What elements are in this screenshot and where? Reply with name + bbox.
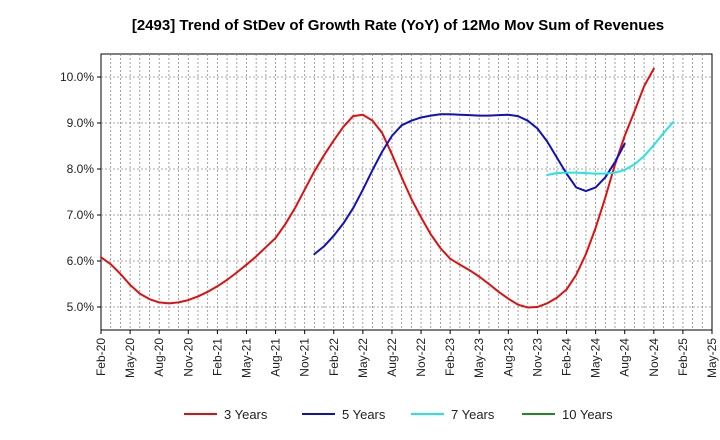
series-line-7-years	[546, 121, 675, 176]
x-tick-label: Aug-20	[152, 338, 166, 377]
x-axis: Feb-20 May-20 Aug-20 Nov-20 Feb-21 May-21 Aug-…	[94, 330, 719, 378]
x-tick-label: May-25	[705, 338, 719, 378]
x-tick-label: Feb-23	[443, 338, 457, 376]
x-tick-label: Nov-24	[647, 338, 661, 377]
x-tick-label: Feb-21	[210, 338, 224, 376]
legend-label: 10 Years	[562, 407, 613, 422]
x-tick-label: May-21	[239, 338, 253, 378]
plot-area	[100, 53, 713, 331]
x-tick-label: May-20	[123, 338, 137, 378]
x-tick-label: May-23	[472, 338, 486, 378]
legend-label: 7 Years	[451, 407, 495, 422]
x-tick-label: Aug-24	[618, 338, 632, 377]
legend-label: 5 Years	[342, 407, 386, 422]
x-tick-label: Feb-25	[676, 338, 690, 376]
plot-frame	[100, 53, 713, 331]
x-tick-label: Nov-20	[181, 338, 195, 377]
y-tick-label: 8.0%	[67, 162, 95, 176]
x-tick-label: May-22	[356, 338, 370, 378]
x-tick-label: Feb-22	[327, 338, 341, 376]
series-layer	[100, 67, 675, 309]
x-tick-label: Feb-20	[94, 338, 108, 376]
y-tick-label: 9.0%	[67, 116, 95, 130]
x-tick-label: Nov-21	[298, 338, 312, 377]
x-tick-label: Aug-21	[269, 338, 283, 377]
x-tick-label: Feb-24	[560, 338, 574, 376]
grid	[101, 54, 712, 330]
y-axis: 5.0% 6.0% 7.0% 8.0% 9.0% 10.0%	[60, 70, 101, 314]
x-tick-label: Aug-22	[385, 338, 399, 377]
y-tick-label: 7.0%	[67, 208, 95, 222]
series-line-3-years	[100, 67, 655, 309]
legend-label: 3 Years	[224, 407, 268, 422]
series-line-5-years	[313, 113, 626, 256]
x-tick-label: Aug-23	[501, 338, 515, 377]
x-tick-label: Nov-23	[530, 338, 544, 377]
y-tick-label: 6.0%	[67, 254, 95, 268]
y-tick-label: 10.0%	[60, 70, 94, 84]
x-tick-label: May-24	[589, 338, 603, 378]
chart-title: [2493] Trend of StDev of Growth Rate (Yo…	[132, 17, 664, 34]
legend: 3 Years 5 Years 7 Years 10 Years	[184, 407, 613, 422]
x-tick-label: Nov-22	[414, 338, 428, 377]
y-tick-label: 5.0%	[67, 300, 95, 314]
